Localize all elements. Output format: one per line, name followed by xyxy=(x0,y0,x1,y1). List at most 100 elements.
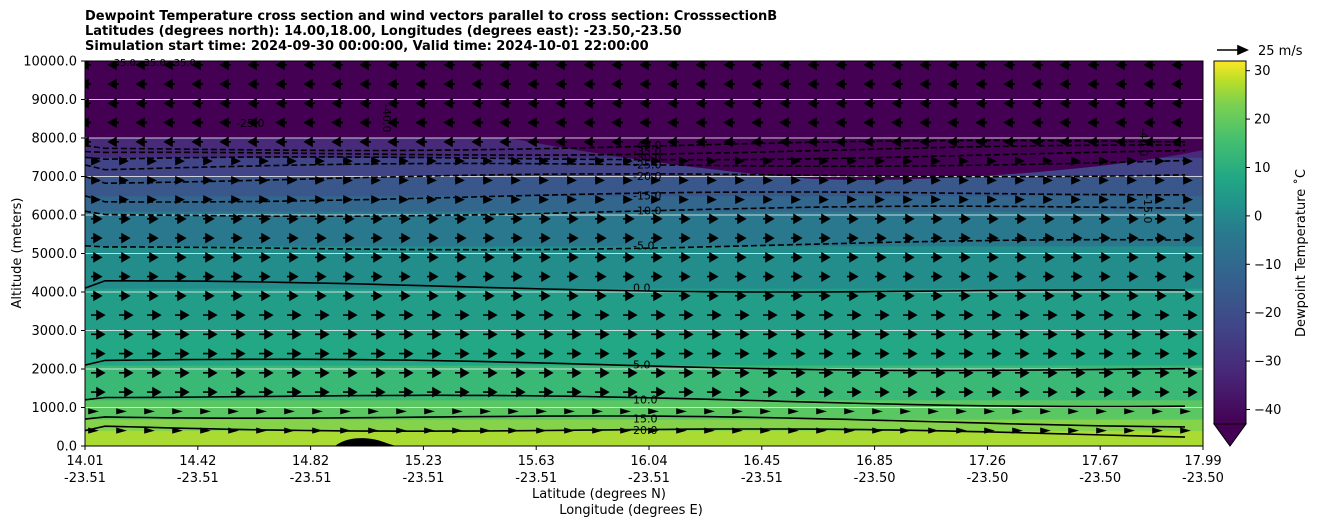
wind-vector-534 xyxy=(483,175,493,185)
wind-vector-75 xyxy=(1068,408,1079,415)
wind-vector-188 xyxy=(875,348,890,359)
wind-vector-299 xyxy=(623,290,635,302)
wind-vector-391 xyxy=(959,251,971,263)
wind-vector-716 xyxy=(1087,97,1099,109)
wind-vector-466 xyxy=(819,213,831,225)
wind-vector-786 xyxy=(807,61,819,71)
wind-vector-698 xyxy=(583,97,595,109)
wind-vector-381 xyxy=(679,251,691,263)
wind-vector-510 xyxy=(931,195,941,205)
wind-vector-709 xyxy=(891,97,903,109)
wind-vector-771 xyxy=(387,61,399,71)
wind-vector-439 xyxy=(1183,232,1195,244)
wind-vector-783 xyxy=(723,61,735,71)
wind-vector-422 xyxy=(707,232,719,244)
wind-vector-781 xyxy=(667,61,679,71)
x-tick-label-lon-5: -23.51 xyxy=(628,471,670,486)
wind-vector-762 xyxy=(135,61,147,71)
wind-vector-649 xyxy=(331,117,343,128)
wind-vector-793 xyxy=(1003,61,1015,71)
wind-vector-711 xyxy=(947,97,959,109)
wind-vector-196 xyxy=(1099,348,1114,359)
wind-vector-39 xyxy=(1180,427,1191,434)
wind-vector-455 xyxy=(511,213,523,225)
wind-vector-546 xyxy=(819,175,829,185)
wind-vector-158 xyxy=(1155,367,1170,379)
wind-vector-217 xyxy=(567,328,582,340)
wind-vector-112 xyxy=(987,386,1002,398)
wind-vector-204 xyxy=(203,328,218,340)
wind-vector-171 xyxy=(399,348,414,359)
wind-vector-543 xyxy=(735,175,745,185)
wind-vector-142 xyxy=(707,367,722,379)
wind-vector-220 xyxy=(651,328,666,340)
wind-vector-551 xyxy=(959,175,969,185)
wind-vector-69 xyxy=(900,408,911,415)
contour-line-10 xyxy=(85,149,1186,161)
wind-vector-421 xyxy=(679,232,691,244)
wind-vector-256 xyxy=(539,309,554,321)
wind-vector-501 xyxy=(679,195,689,205)
wind-vector-747 xyxy=(835,78,847,90)
y-tick-label-6: 6000.0 xyxy=(32,209,78,224)
wind-vector-61 xyxy=(676,408,687,415)
wind-vector-122 xyxy=(147,367,162,379)
wind-vector-243 xyxy=(175,309,190,321)
contour-label-left-40: -40.0 xyxy=(380,104,393,132)
wind-vector-279 xyxy=(1183,309,1198,321)
wind-vector-784 xyxy=(751,61,763,71)
wind-vector-412 xyxy=(427,232,439,244)
wind-vector-334 xyxy=(483,271,495,282)
wind-vector-707 xyxy=(835,97,847,109)
wind-vector-473 xyxy=(1015,213,1027,225)
wind-vector-406 xyxy=(259,232,271,244)
wind-vector-242 xyxy=(147,309,162,321)
wind-vector-160 xyxy=(91,348,106,359)
wind-vector-678 xyxy=(1143,117,1155,128)
wind-vector-233 xyxy=(1015,328,1030,340)
wind-vector-270 xyxy=(931,309,946,321)
wind-vector-365 xyxy=(231,251,243,263)
wind-vector-104 xyxy=(763,386,778,398)
wind-vector-676 xyxy=(1087,117,1099,128)
y-tick-label-2: 2000.0 xyxy=(32,363,78,378)
wind-vector-755 xyxy=(1059,78,1071,90)
wind-vector-312 xyxy=(987,290,999,302)
wind-vector-704 xyxy=(751,97,763,109)
wind-vector-366 xyxy=(259,251,271,263)
wind-vector-119 xyxy=(1183,386,1198,398)
wind-vector-222 xyxy=(707,328,722,340)
contour-label-6: -10.0 xyxy=(633,205,661,218)
contour-label-4: 0.0 xyxy=(633,282,651,295)
contour-label-top-0: -35.0 xyxy=(110,58,136,69)
wind-vector-120 xyxy=(91,367,106,379)
wind-vector-304 xyxy=(763,290,775,302)
wind-vector-259 xyxy=(623,309,638,321)
wind-vector-722 xyxy=(135,78,147,90)
wind-vector-607 xyxy=(275,136,287,148)
wind-vector-367 xyxy=(287,251,299,263)
wind-vector-237 xyxy=(1127,328,1142,340)
wind-vector-273 xyxy=(1015,309,1030,321)
wind-vector-89 xyxy=(343,386,358,398)
wind-vector-621 xyxy=(667,136,679,148)
wind-vector-500 xyxy=(651,195,661,205)
wind-vector-83 xyxy=(175,386,190,398)
wind-vector-303 xyxy=(735,290,747,302)
wind-vector-37 xyxy=(1124,427,1135,434)
wind-vector-585 xyxy=(791,156,801,166)
wind-vector-514 xyxy=(1043,195,1053,205)
wind-vector-115 xyxy=(1071,386,1086,398)
wind-vector-770 xyxy=(359,61,371,71)
wind-vector-97 xyxy=(567,386,582,398)
contour-line-1 xyxy=(85,415,1186,428)
wind-vector-759 xyxy=(1171,78,1183,90)
wind-vector-765 xyxy=(219,61,231,71)
wind-vector-739 xyxy=(611,78,623,90)
wind-vector-397 xyxy=(1127,251,1139,263)
wind-vector-108 xyxy=(875,386,890,398)
wind-vector-693 xyxy=(443,97,455,109)
wind-vector-260 xyxy=(651,309,666,321)
wind-vector-210 xyxy=(371,328,386,340)
wind-vector-323 xyxy=(175,271,187,282)
